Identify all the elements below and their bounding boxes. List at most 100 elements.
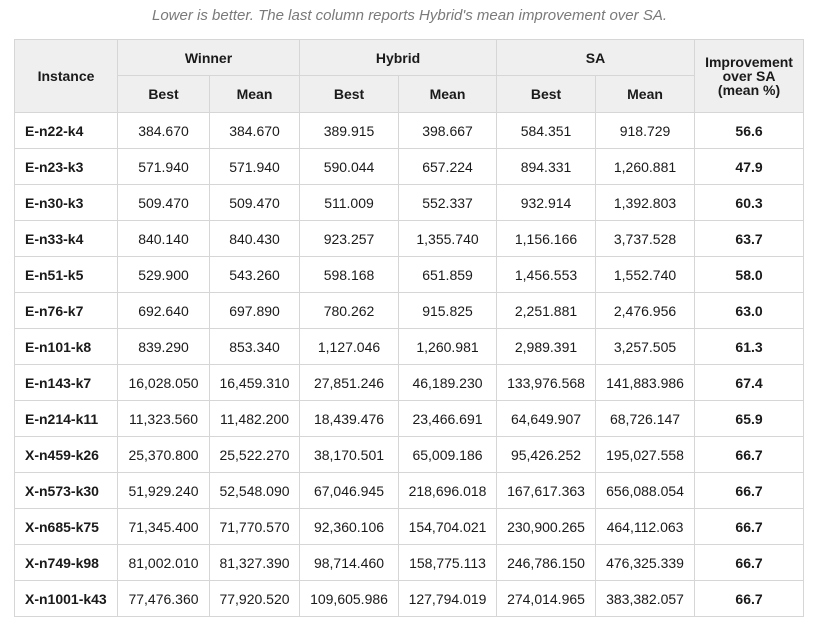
cell-sa-mean: 195,027.558 [595, 436, 696, 473]
cell-hybrid-mean: 23,466.691 [398, 400, 498, 437]
header-row-groups: Instance Winner Hybrid SA Improvement ov… [14, 39, 805, 113]
cell-hybrid-mean: 915.825 [398, 292, 498, 329]
cell-hybrid-mean: 127,794.019 [398, 580, 498, 617]
cell-improvement: 58.0 [694, 256, 805, 293]
cell-sa-best: 2,251.881 [496, 292, 597, 329]
cell-hybrid-mean: 1,355.740 [398, 220, 498, 257]
cell-winner-best: 529.900 [117, 256, 210, 293]
cell-winner-mean: 840.430 [208, 220, 301, 257]
cell-instance: E-n22-k4 [14, 112, 118, 149]
cell-sa-best: 1,456.553 [496, 256, 597, 293]
cell-improvement: 66.7 [694, 544, 805, 581]
cell-sa-best: 1,156.166 [496, 220, 597, 257]
cell-instance: E-n51-k5 [14, 256, 118, 293]
cell-improvement: 63.7 [694, 220, 805, 257]
cell-instance: X-n685-k75 [14, 508, 118, 545]
cell-hybrid-best: 18,439.476 [299, 400, 400, 437]
header-sa-mean: Mean [595, 75, 696, 113]
cell-sa-best: 167,617.363 [496, 472, 597, 509]
cell-instance: E-n143-k7 [14, 364, 118, 401]
cell-improvement: 60.3 [694, 184, 805, 221]
cell-sa-mean: 1,260.881 [595, 148, 696, 185]
cell-hybrid-best: 511.009 [299, 184, 400, 221]
cell-instance: E-n30-k3 [14, 184, 118, 221]
table-row: E-n23-k3 571.940 571.940 590.044 657.224… [14, 148, 805, 185]
cell-winner-mean: 571.940 [208, 148, 301, 185]
cell-winner-mean: 25,522.270 [208, 436, 301, 473]
cell-improvement: 66.7 [694, 508, 805, 545]
header-sa-best: Best [496, 75, 597, 113]
cell-hybrid-best: 67,046.945 [299, 472, 400, 509]
table-row: E-n76-k7 692.640 697.890 780.262 915.825… [14, 292, 805, 329]
cell-winner-mean: 11,482.200 [208, 400, 301, 437]
cell-hybrid-mean: 46,189.230 [398, 364, 498, 401]
table-caption: Lower is better. The last column reports… [151, 7, 667, 24]
cell-sa-mean: 656,088.054 [595, 472, 696, 509]
cell-instance: E-n101-k8 [14, 328, 118, 365]
cell-sa-mean: 1,392.803 [595, 184, 696, 221]
cell-winner-mean: 71,770.570 [208, 508, 301, 545]
cell-instance: E-n76-k7 [14, 292, 118, 329]
cell-winner-mean: 509.470 [208, 184, 301, 221]
cell-winner-best: 692.640 [117, 292, 210, 329]
header-row-metrics: Best Mean Best Mean Best Mean [15, 75, 804, 113]
cell-hybrid-mean: 218,696.018 [398, 472, 498, 509]
table-row: X-n1001-k43 77,476.360 77,920.520 109,60… [14, 580, 805, 617]
cell-hybrid-mean: 398.667 [398, 112, 498, 149]
cell-instance: E-n23-k3 [14, 148, 118, 185]
header-improvement-line2: over SA [722, 68, 776, 84]
cell-winner-mean: 543.260 [208, 256, 301, 293]
cell-winner-best: 16,028.050 [117, 364, 210, 401]
cell-sa-best: 133,976.568 [496, 364, 597, 401]
cell-hybrid-best: 27,851.246 [299, 364, 400, 401]
results-table: Instance Winner Hybrid SA Improvement ov… [14, 39, 805, 617]
cell-winner-best: 571.940 [117, 148, 210, 185]
cell-sa-best: 64,649.907 [496, 400, 597, 437]
cell-hybrid-mean: 1,260.981 [398, 328, 498, 365]
cell-winner-best: 71,345.400 [117, 508, 210, 545]
cell-hybrid-best: 1,127.046 [299, 328, 400, 365]
cell-sa-mean: 464,112.063 [595, 508, 696, 545]
table-row: E-n51-k5 529.900 543.260 598.168 651.859… [14, 256, 805, 293]
cell-improvement: 56.6 [694, 112, 805, 149]
cell-improvement: 67.4 [694, 364, 805, 401]
cell-sa-mean: 3,257.505 [595, 328, 696, 365]
cell-hybrid-mean: 65,009.186 [398, 436, 498, 473]
cell-sa-mean: 918.729 [595, 112, 696, 149]
table-row: E-n30-k3 509.470 509.470 511.009 552.337… [14, 184, 805, 221]
table-body: E-n22-k4 384.670 384.670 389.915 398.667… [14, 112, 805, 617]
header-improvement-line3: (mean %) [717, 82, 781, 98]
cell-sa-best: 894.331 [496, 148, 597, 185]
cell-winner-mean: 81,327.390 [208, 544, 301, 581]
cell-sa-best: 584.351 [496, 112, 597, 149]
cell-instance: X-n1001-k43 [14, 580, 118, 617]
table-row: X-n685-k75 71,345.400 71,770.570 92,360.… [14, 508, 805, 545]
cell-winner-best: 840.140 [117, 220, 210, 257]
cell-hybrid-mean: 651.859 [398, 256, 498, 293]
header-instance: Instance [14, 39, 118, 113]
header-hybrid: Hybrid [299, 39, 498, 76]
header-hybrid-mean: Mean [398, 75, 498, 113]
cell-hybrid-best: 98,714.460 [299, 544, 400, 581]
cell-winner-best: 384.670 [117, 112, 210, 149]
cell-hybrid-mean: 158,775.113 [398, 544, 498, 581]
cell-winner-best: 77,476.360 [117, 580, 210, 617]
cell-winner-mean: 384.670 [208, 112, 301, 149]
cell-improvement: 66.7 [694, 436, 805, 473]
cell-hybrid-best: 923.257 [299, 220, 400, 257]
cell-sa-mean: 141,883.986 [595, 364, 696, 401]
cell-hybrid-mean: 657.224 [398, 148, 498, 185]
cell-sa-mean: 3,737.528 [595, 220, 696, 257]
table-row: X-n573-k30 51,929.240 52,548.090 67,046.… [14, 472, 805, 509]
cell-hybrid-best: 590.044 [299, 148, 400, 185]
cell-improvement: 63.0 [694, 292, 805, 329]
cell-sa-mean: 1,552.740 [595, 256, 696, 293]
cell-sa-best: 246,786.150 [496, 544, 597, 581]
cell-improvement: 66.7 [694, 580, 805, 617]
cell-hybrid-best: 109,605.986 [299, 580, 400, 617]
header-winner: Winner [116, 39, 301, 76]
cell-sa-mean: 383,382.057 [595, 580, 696, 617]
header-winner-best: Best [117, 75, 210, 113]
cell-winner-best: 839.290 [117, 328, 210, 365]
